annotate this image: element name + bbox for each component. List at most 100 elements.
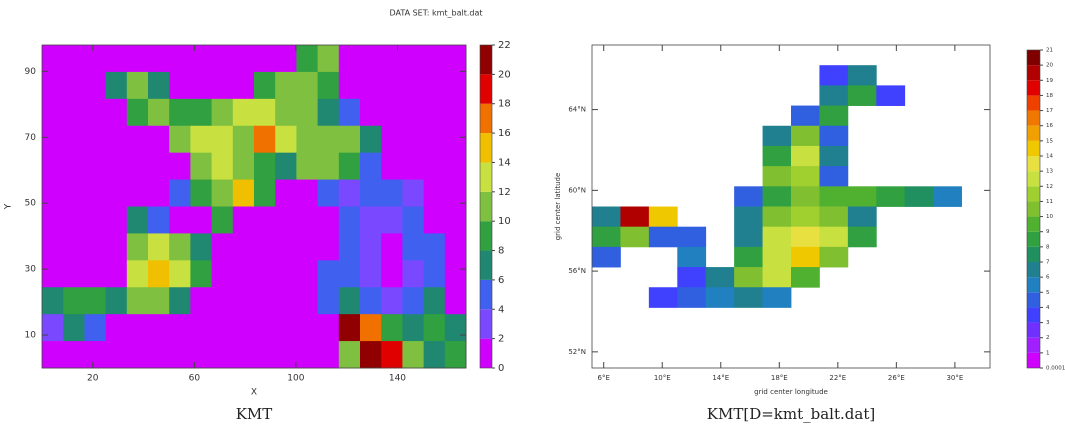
heat-cell [148,341,170,369]
colorbar-tick-label: 3 [1046,320,1050,326]
colorbar-swatch [480,309,492,339]
y-tick-label: 52°N [568,348,586,356]
heat-cell [381,179,403,207]
heat-cell [211,125,234,154]
heat-cell [819,226,849,248]
heat-cell [338,287,361,315]
heat-cell [402,45,424,73]
heat-cell [819,186,849,207]
heat-cell [275,71,297,100]
heat-cell [126,71,149,100]
colorbar-tick-label: 10 [1046,214,1053,220]
heat-cell [169,152,191,180]
heat-cell [791,246,820,268]
heat-cell [296,125,318,154]
heat-cell [620,206,650,228]
colorbar-swatch [480,103,492,134]
heat-cell [592,206,621,228]
heat-cell [734,267,763,288]
heat-cell [338,206,361,234]
heat-cell [381,125,403,154]
colorbar-swatch [480,45,492,75]
heat-cell [105,206,128,234]
heat-cell [275,98,297,127]
colorbar-tick-label: 12 [1046,184,1053,190]
colorbar-swatch [1027,322,1040,338]
colorbar-swatch [480,250,492,280]
heat-cell [105,287,128,315]
heat-cell [423,206,446,234]
colorbar-tick-label: 8 [498,246,504,257]
heat-cell [148,233,170,261]
heat-cell [63,206,85,234]
heat-cell [933,186,962,207]
x-tick-label: 14°E [712,374,729,382]
heat-cell [317,260,340,288]
heat-cell [847,65,877,86]
colorbar-swatch [1027,352,1040,368]
heat-cell [317,287,340,315]
heat-cell [402,179,424,207]
heat-cell [296,71,318,100]
colorbar-tick-label: 18 [498,99,511,110]
heat-cell [126,341,149,369]
heat-cell [105,125,128,154]
x-tick-label: 10°E [654,374,671,382]
heat-cell [338,233,361,261]
heat-cell [876,85,906,106]
heat-cell [211,152,234,180]
heat-cell [791,145,820,167]
heat-cell [190,287,212,315]
heat-cell [791,186,820,207]
heat-cell [648,206,678,228]
heat-cell [148,287,170,315]
heat-cell [211,233,234,261]
y-axis-label: grid center latitude [554,173,562,241]
heat-cell [232,206,255,234]
heat-cell [317,233,340,261]
x-tick-label: 100 [287,374,304,384]
heat-cell [105,260,128,288]
heat-cell [42,179,64,207]
colorbar-swatch [1027,186,1040,202]
heat-cell [63,314,85,342]
colorbar-tick-label: 9 [1046,229,1050,235]
heat-cell [705,287,735,308]
x-tick-label: 18°E [771,374,788,382]
colorbar-swatch [1027,277,1040,293]
header: DATA SET: kmt_balt.dat [389,9,482,18]
heat-cell [423,152,446,180]
heat-cell [84,206,106,234]
heat-cell [762,246,792,268]
heat-cell [819,246,849,268]
y-axis-label: Y [4,203,14,210]
heat-cell [169,71,191,100]
colorbar-tick-label: 7 [1046,260,1050,266]
y-tick-label: 50 [25,199,37,209]
heat-cell [84,260,106,288]
heat-cell [360,287,382,315]
heat-cell [791,206,820,228]
colorbar-tick-label: 14 [1046,154,1053,160]
heat-cell [876,186,906,207]
heat-cell [63,98,85,127]
colorbar-swatch [480,191,492,222]
colorbar-tick-label: 13 [1046,169,1053,175]
colorbar-tick-label: 11 [1046,199,1053,205]
heat-cell [381,233,403,261]
heat-cell [734,287,763,308]
heat-cell [317,98,340,127]
colorbar-tick-label: 2 [498,334,504,345]
x-tick-label: 22°E [829,374,846,382]
heat-cell [423,179,446,207]
heat-cell [444,179,467,207]
heat-cell [190,233,212,261]
heat-cell [232,287,255,315]
heat-cell [423,341,446,369]
colorbar-swatch [1027,50,1040,66]
heat-cell [63,152,85,180]
heat-cell [42,125,64,154]
heat-cell [232,98,255,127]
heat-cell [402,206,424,234]
